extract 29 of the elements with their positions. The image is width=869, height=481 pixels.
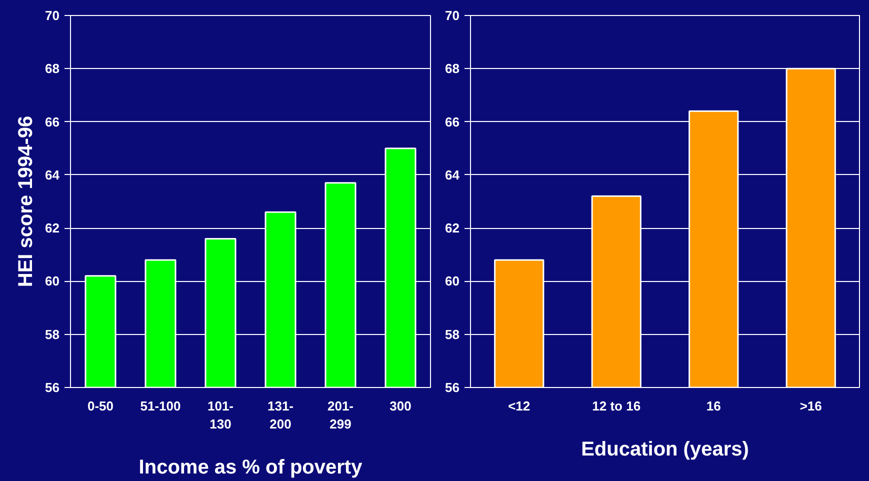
x-tick-label: 201- 299	[327, 398, 354, 432]
y-tick-label: 64	[445, 167, 460, 182]
y-tick-label: 56	[45, 380, 60, 395]
y-tick-label: 56	[445, 380, 460, 395]
x-tick-label: <12	[508, 398, 530, 414]
y-tick-label: 70	[45, 8, 60, 23]
y-tick-label: 60	[445, 274, 460, 289]
y-tick-label: 58	[445, 326, 460, 342]
x-axis-title: Income as % of poverty	[138, 456, 364, 478]
y-tick-label: 68	[45, 61, 60, 76]
y-tick-label: 60	[45, 274, 60, 289]
x-tick-label: 300	[390, 398, 412, 414]
y-tick-label: 66	[45, 114, 60, 130]
x-tick-label: 0-50	[87, 398, 114, 414]
y-tick-label: 62	[445, 220, 460, 236]
y-tick-label: 66	[445, 114, 460, 130]
x-tick-label: 12 to 16	[592, 398, 641, 414]
y-tick-label: 58	[45, 326, 60, 342]
x-tick-label: 51-100	[140, 398, 181, 414]
x-tick-label: 16	[706, 398, 721, 414]
x-tick-label: 101- 130	[207, 398, 234, 432]
y-axis-title: HEI score 1994-96	[15, 116, 38, 288]
y-tick-label: 64	[45, 167, 60, 182]
y-tick-label: 68	[445, 61, 460, 76]
x-axis-title: Education (years)	[581, 438, 749, 460]
y-tick-label: 62	[45, 220, 60, 236]
x-tick-label: 131- 200	[267, 398, 294, 432]
x-tick-label: >16	[800, 398, 822, 414]
y-tick-label: 70	[445, 8, 460, 23]
